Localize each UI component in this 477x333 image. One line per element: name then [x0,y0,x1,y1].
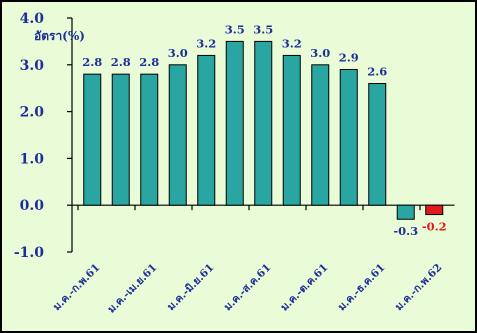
data-label: 2.8 [82,55,102,69]
bar [83,73,102,206]
bar [311,64,330,206]
bar [396,204,415,220]
bar [111,73,130,206]
bar [197,54,216,206]
data-labels: 2.8 2.8 2.8 3.0 3.2 3.5 3.5 3.2 3.0 2.9 2.6 -0.3 -0.… [82,22,446,238]
bar [339,68,358,206]
x-tick-label: ม.ค.-ธ.ค.61 [336,262,388,314]
x-tick-label: ม.ค.-ก.พ.61 [51,262,102,313]
bar [140,73,159,206]
x-tick-labels: ม.ค.-ก.พ.61 ม.ค.-เม.ย.61 ม.ค.-มิ.ย.61 ม.ค.-… [51,262,444,316]
y-tick-label: 3.0 [20,58,45,74]
y-tick-label: 1.0 [20,151,45,167]
x-tick-label: ม.ค.-ส.ค.61 [222,262,274,314]
data-label: 3.0 [168,46,188,60]
bar [225,40,244,206]
y-tick-label: -1.0 [14,245,44,261]
data-label: 2.8 [139,55,159,69]
data-label: 3.2 [282,36,302,50]
data-label: 2.9 [339,50,359,64]
data-label: 3.0 [310,46,330,60]
data-label: -0.2 [422,220,447,234]
x-tick-label: ม.ค.-ก.พ.62 [393,262,444,313]
data-label: 2.8 [111,55,131,69]
bar [254,40,273,206]
bars [83,40,444,220]
x-tick-label: ม.ค.-ต.ค.61 [278,262,330,314]
x-tick-label: ม.ค.-เม.ย.61 [105,262,159,316]
bar [168,64,187,206]
y-tick-label: 0.0 [20,198,45,214]
bar [425,204,444,216]
data-label: 2.6 [367,65,387,79]
data-label: -0.3 [393,224,418,238]
x-tick-label: ม.ค.-มิ.ย.61 [165,262,216,313]
bar [368,83,387,206]
data-label: 3.5 [253,22,273,36]
y-tick-label: 2.0 [20,105,45,121]
y-tick-label: 4.0 [20,11,45,27]
data-label: 3.5 [225,22,245,36]
data-label: 3.2 [196,36,216,50]
bar [282,54,301,206]
y-axis-label: อัตรา(%) [34,29,85,43]
